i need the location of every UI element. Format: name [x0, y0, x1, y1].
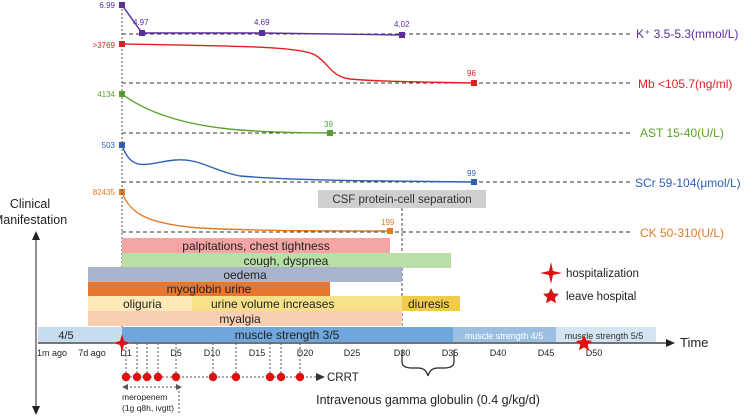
bar-myoglobin: myoglobin urine	[88, 282, 330, 296]
clinical-manifestation-label: Clinical Manifestation	[0, 197, 67, 415]
svg-text:myoglobin urine: myoglobin urine	[167, 282, 252, 296]
svg-text:(1g q8h, ivgtt): (1g q8h, ivgtt)	[122, 403, 174, 413]
scr-label: SCr 59-104(μmol/L)	[635, 176, 741, 190]
svg-text:D20: D20	[297, 348, 314, 358]
ast-value-1: 39	[324, 120, 333, 129]
ivig-label: Intravenous gamma globulin (0.4 g/kg/d)	[316, 393, 540, 407]
k-label: K⁺ 3.5-5.3(mmol/L)	[636, 27, 738, 41]
svg-text:leave hospital: leave hospital	[566, 291, 636, 303]
svg-text:oedema: oedema	[223, 268, 267, 282]
svg-text:D50: D50	[586, 348, 603, 358]
svg-text:D15: D15	[249, 348, 266, 358]
legend: hospitalization leave hospital	[540, 262, 639, 304]
hospitalization-icon	[540, 262, 562, 284]
ck-start-value: 82435	[93, 188, 116, 197]
crrt-row: CRRT	[121, 343, 359, 384]
bar-oedema: oedema	[88, 267, 402, 282]
svg-text:palpitations, chest tightness: palpitations, chest tightness	[182, 239, 329, 253]
svg-text:myalgia: myalgia	[219, 312, 261, 326]
k-value-2: 4.69	[254, 18, 270, 27]
ms4-label: muscle strength 4/5	[465, 331, 544, 341]
csf-annotation: CSF protein-cell separation	[318, 190, 486, 341]
leave-hospital-marker	[576, 335, 592, 351]
ms5-label: muscle strength 5/5	[565, 331, 644, 341]
mb-label: Mb <105.7(ng/ml)	[638, 77, 732, 91]
ast-label: AST 15-40(U/L)	[640, 126, 724, 140]
meropenem-annotation: meropenem (1g q8h, ivgtt)	[122, 384, 182, 414]
urine-increase-label: urine volume increases	[211, 297, 334, 311]
oliguria-label: oliguria	[123, 297, 162, 311]
ast-start-value: 4134	[97, 90, 115, 99]
svg-text:D45: D45	[538, 348, 555, 358]
ivig-annotation: Intravenous gamma globulin (0.4 g/kg/d)	[316, 350, 540, 407]
hospitalization-marker	[113, 334, 131, 352]
lab-ck: 82435 199 CK 50-310(U/L)	[93, 188, 724, 240]
csf-label: CSF protein-cell separation	[332, 194, 471, 206]
lab-k: 6.99 4.97 4.69 4.02 K⁺ 3.5-5.3(mmol/L)	[99, 1, 738, 41]
svg-text:hospitalization: hospitalization	[566, 268, 639, 280]
svg-text:7d ago: 7d ago	[78, 348, 106, 358]
diuresis-label: diuresis	[408, 297, 449, 311]
svg-text:1m ago: 1m ago	[37, 348, 67, 358]
lab-ast: 4134 39 AST 15-40(U/L)	[97, 90, 724, 140]
crrt-label: CRRT	[327, 372, 359, 384]
k-value-3: 4.02	[394, 20, 410, 29]
svg-text:D40: D40	[490, 348, 507, 358]
leave-hospital-icon	[543, 288, 559, 304]
svg-text:meropenem: meropenem	[122, 392, 167, 402]
mb-start-value: >3769	[93, 41, 116, 50]
ck-value-1: 199	[381, 218, 395, 227]
svg-text:D35: D35	[442, 348, 459, 358]
k-value-1: 4.97	[133, 18, 149, 27]
bar-myalgia: myalgia	[88, 311, 402, 326]
lab-mb: >3769 96 Mb <105.7(ng/ml)	[93, 41, 732, 91]
bar-muscle-strength: 4/5 muscle strength 3/5 muscle strength …	[38, 327, 656, 342]
ck-label: CK 50-310(U/L)	[640, 226, 724, 240]
svg-text:Clinical: Clinical	[10, 197, 50, 211]
scr-value-1: 99	[467, 169, 476, 178]
k-start-value: 6.99	[99, 1, 115, 10]
time-axis-title: Time	[680, 335, 708, 350]
ms-pre-label: 4/5	[58, 330, 73, 342]
bar-urine: oliguria urine volume increases diuresis	[88, 296, 460, 311]
scr-start-value: 503	[102, 141, 116, 150]
ms3-label: muscle strength 3/5	[235, 328, 340, 342]
lab-scr: 503 99 SCr 59-104(μmol/L)	[102, 141, 741, 190]
svg-text:Manifestation: Manifestation	[0, 213, 67, 227]
bar-cough: cough, dyspnea	[122, 253, 451, 268]
svg-text:D10: D10	[204, 348, 221, 358]
mb-value-1: 96	[467, 69, 476, 78]
svg-text:cough, dyspnea: cough, dyspnea	[244, 254, 329, 268]
svg-text:D25: D25	[344, 348, 361, 358]
bar-palpitations: palpitations, chest tightness	[122, 238, 390, 253]
